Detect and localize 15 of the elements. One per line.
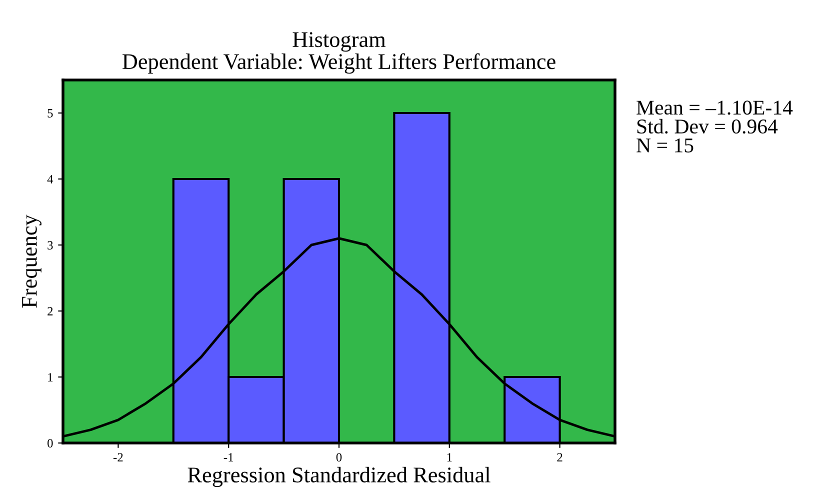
y-tick-label: 5: [48, 109, 53, 118]
x-tick-label: -1: [224, 453, 234, 462]
x-axis-title: Regression Standardized Residual: [188, 466, 490, 488]
y-tick-label: 4: [47, 175, 54, 184]
text: Mean = –1.10E-14 Std. Dev = 0.964 N = 15: [636, 100, 793, 152]
y-tick-label: 1: [48, 373, 53, 382]
x-tick-label: 2: [557, 453, 562, 462]
x-tick-label: 0: [336, 453, 342, 462]
y-axis-title: Frequency: [22, 214, 42, 308]
x-tick-label: -2: [113, 453, 123, 462]
x-tick-label: 1: [447, 453, 452, 462]
y-tick-label: 3: [48, 241, 53, 250]
chart-title: Histogram Dependent Variable: Weight Lifters Performance: [122, 32, 556, 74]
y-tick-label: 2: [48, 307, 53, 316]
y-tick-label: 0: [48, 439, 53, 448]
